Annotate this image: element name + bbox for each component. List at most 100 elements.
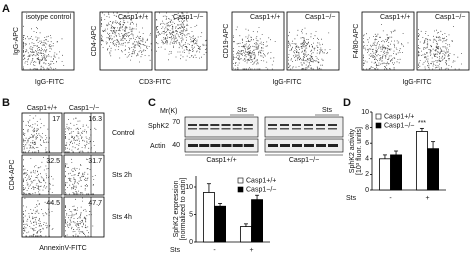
flow-plot xyxy=(21,112,63,154)
y-tick-label: 10 xyxy=(185,184,193,191)
plot-title: isotype control xyxy=(26,14,72,21)
band xyxy=(210,128,220,130)
plot-title: Casp1−/− xyxy=(435,14,465,21)
plot-title: Casp1+/+ xyxy=(250,14,280,21)
bar xyxy=(202,192,215,243)
x-axis-label: IgG-FITC xyxy=(35,79,64,86)
flow-plot xyxy=(154,11,208,71)
y-tick-label: 0 xyxy=(189,239,193,246)
band xyxy=(232,144,243,147)
mw-marker: 40 xyxy=(172,142,180,149)
band xyxy=(328,124,337,126)
dot-cloud xyxy=(23,25,65,70)
percentage: 16.3 xyxy=(88,116,102,123)
treatment-label: Sts xyxy=(237,107,248,114)
blot xyxy=(264,116,344,138)
percentage: 31.7 xyxy=(88,158,102,165)
plot-title: Casp1−/− xyxy=(173,14,203,21)
row-label: Sts 4h xyxy=(112,214,132,221)
column-label: Casp1+/+ xyxy=(27,105,57,112)
legend-swatch xyxy=(237,186,244,193)
band xyxy=(199,124,209,126)
flow-plot xyxy=(21,196,63,238)
panel-label: D xyxy=(343,97,351,109)
legend-label: Casp1+/+ xyxy=(384,113,414,120)
bar xyxy=(415,131,428,191)
band xyxy=(232,124,242,126)
category-axis-label: Sts xyxy=(170,247,181,254)
y-axis-label: [10³ fluor. units] xyxy=(356,127,363,175)
legend-swatch xyxy=(375,113,382,120)
dot-cloud xyxy=(156,12,203,61)
x-axis-label: CD3-FITC xyxy=(139,79,171,86)
dot-cloud xyxy=(23,157,54,195)
genotype-label: Casp1−/− xyxy=(289,157,319,164)
bar xyxy=(378,158,391,191)
band xyxy=(232,128,242,130)
dot-cloud xyxy=(65,197,99,237)
dot-cloud xyxy=(23,197,54,237)
band xyxy=(316,144,326,147)
band xyxy=(221,144,232,147)
band xyxy=(210,144,221,147)
percentage: 17 xyxy=(52,116,60,123)
annotation: *** xyxy=(418,120,426,127)
y-axis-label: SphK2 activity xyxy=(349,128,356,173)
band xyxy=(316,128,325,130)
plot-title: Casp1−/− xyxy=(305,14,335,21)
mw-label: Mr(K) xyxy=(160,108,178,115)
x-tick-label: + xyxy=(249,247,253,254)
dot-cloud xyxy=(65,117,97,153)
treatment-label: Sts xyxy=(322,107,333,114)
band xyxy=(268,128,277,130)
band-label: Actin xyxy=(150,143,166,150)
category-axis-label: Sts xyxy=(346,195,357,202)
y-tick-label: 10 xyxy=(361,109,369,116)
band xyxy=(268,124,277,126)
y-axis-label: [normalized to actin] xyxy=(180,178,187,241)
x-axis-label: IgG-FITC xyxy=(272,79,301,86)
bar xyxy=(390,154,403,191)
flow-plot xyxy=(361,11,415,71)
legend-label: Casp1−/− xyxy=(384,122,414,129)
y-axis-label: CD19-APC xyxy=(223,24,230,59)
band xyxy=(304,124,313,126)
percentage: 44.5 xyxy=(46,200,60,207)
panel-label: C xyxy=(148,97,156,109)
y-axis-label: SphK2 expression xyxy=(173,180,180,237)
band xyxy=(304,144,314,147)
bar xyxy=(239,226,252,243)
dot-cloud xyxy=(363,24,409,70)
dot-cloud xyxy=(288,27,331,70)
band xyxy=(221,128,231,130)
percentage: 32.5 xyxy=(46,158,60,165)
bar xyxy=(427,148,440,191)
y-tick-label: 5 xyxy=(189,211,193,218)
dot-cloud xyxy=(418,26,462,70)
dot-cloud xyxy=(171,34,207,61)
row-label: Control xyxy=(112,130,135,137)
band-label: SphK2 xyxy=(148,123,169,130)
blot xyxy=(184,116,259,138)
flow-plot xyxy=(63,196,105,238)
y-tick-label: 4 xyxy=(365,156,369,163)
band xyxy=(328,144,338,147)
band xyxy=(292,128,301,130)
legend-swatch xyxy=(237,177,244,184)
band xyxy=(280,144,290,147)
flow-plot xyxy=(99,11,153,71)
flow-plot xyxy=(416,11,470,71)
band xyxy=(221,124,231,126)
x-tick-label: - xyxy=(213,247,216,254)
plot-title: Casp1+/+ xyxy=(380,14,410,21)
band xyxy=(199,128,209,130)
dot-cloud xyxy=(118,33,152,63)
band xyxy=(316,124,325,126)
panel-label: A xyxy=(2,3,10,15)
y-axis-label: F4/80-APC xyxy=(353,24,360,59)
band xyxy=(243,128,253,130)
bar xyxy=(251,199,264,243)
flow-plot xyxy=(63,154,105,196)
band xyxy=(292,144,302,147)
